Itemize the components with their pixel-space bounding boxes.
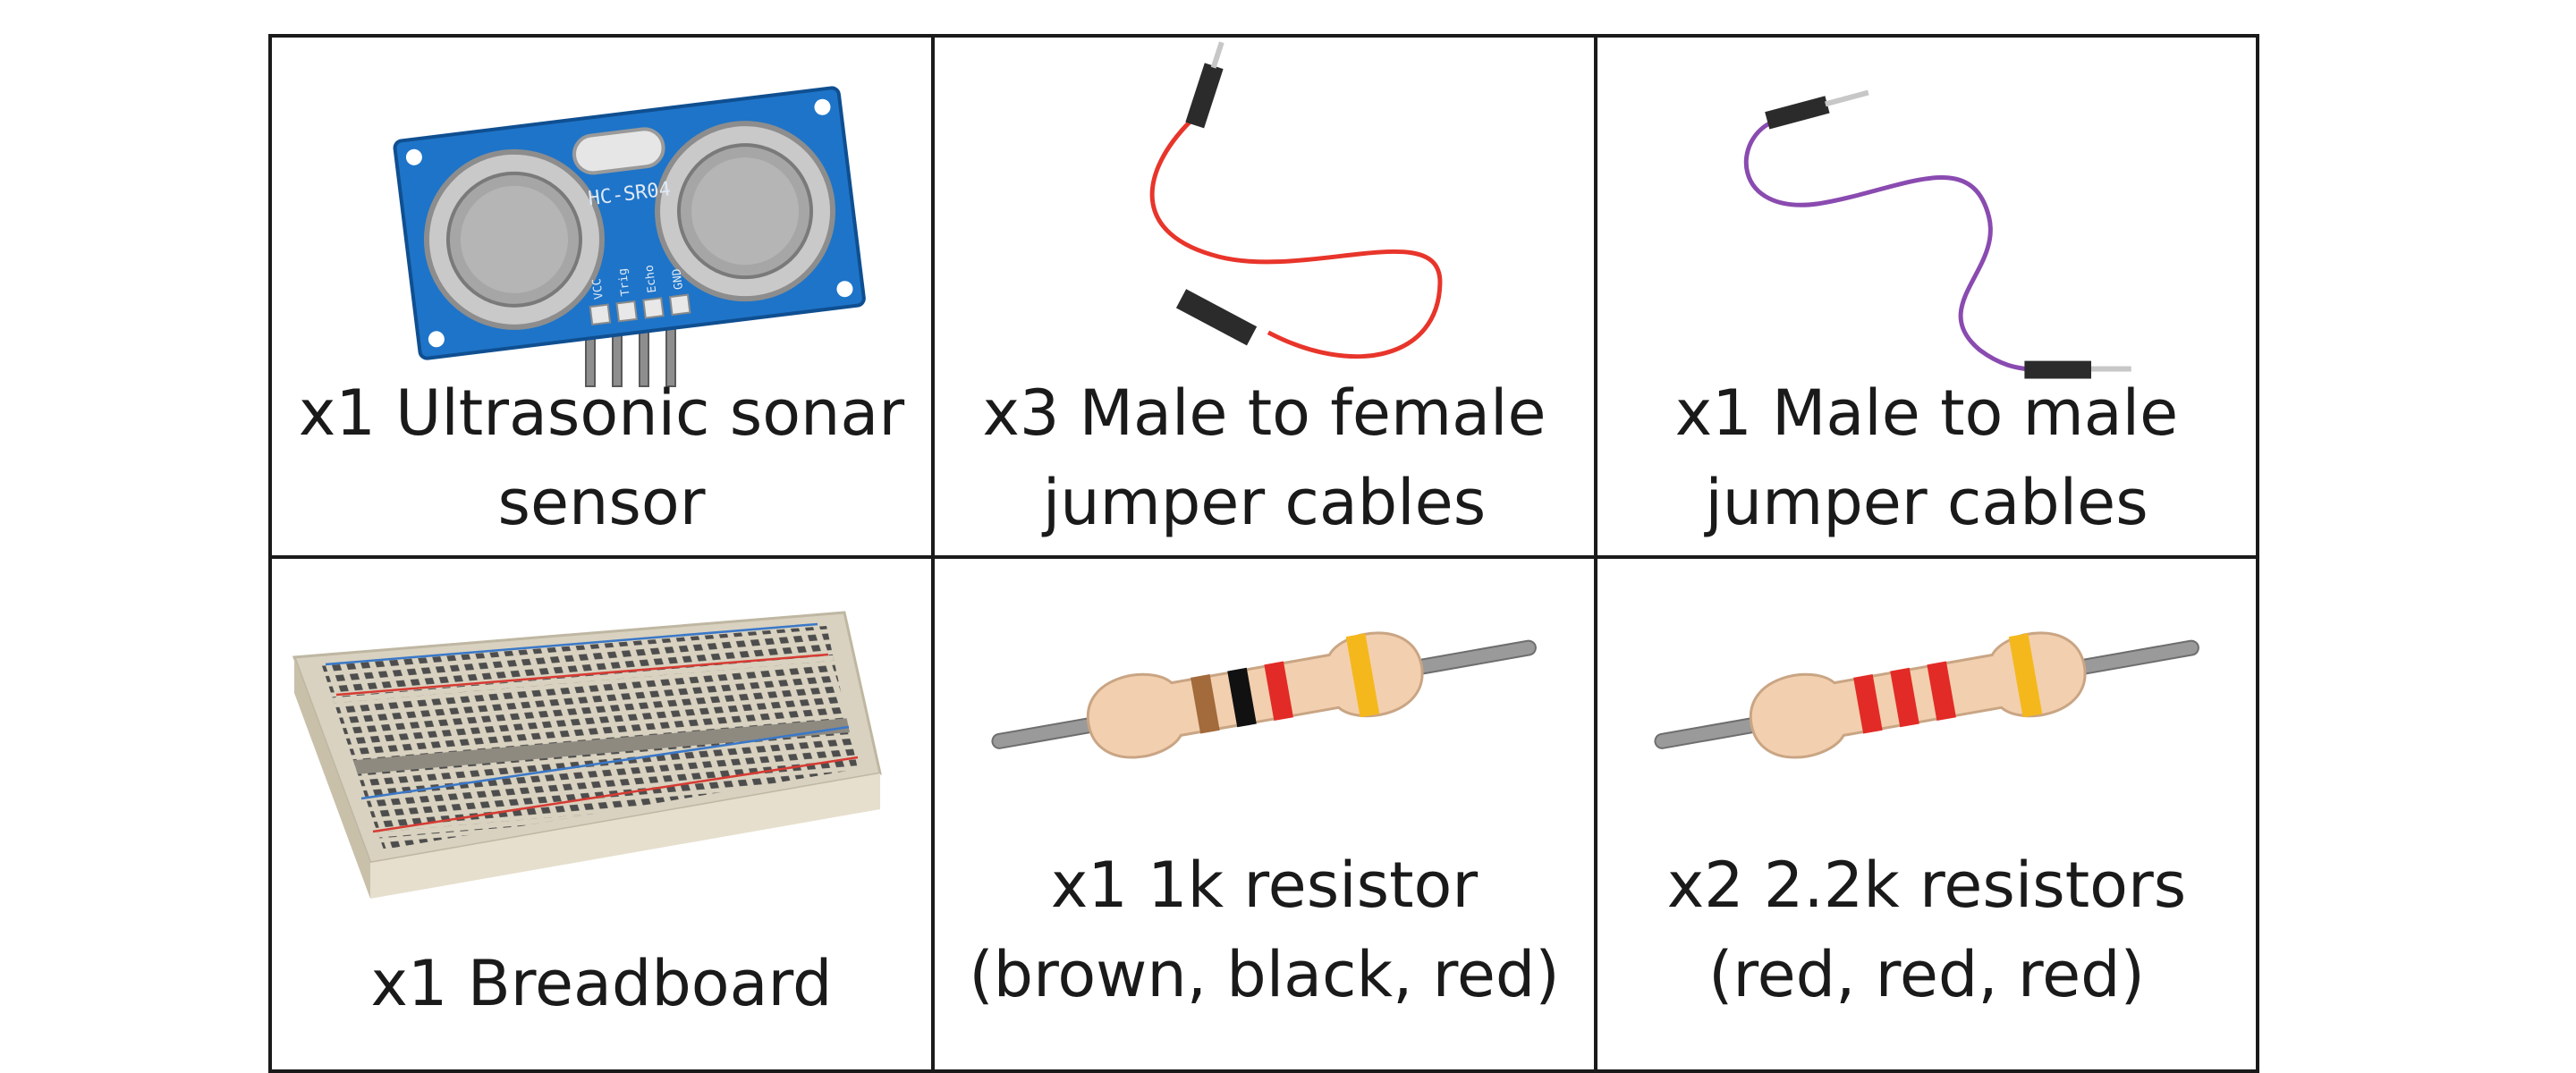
pin-label-vcc: VCC	[590, 277, 606, 300]
pin-label-trig: Trig	[616, 267, 633, 297]
resistor-band	[1264, 661, 1293, 722]
jumper-cable-icon	[1149, 41, 1443, 359]
caption-resistors-2-2k: x2 2.2k resistors (red, red, red)	[1666, 849, 2187, 1011]
caption-ultrasonic-sensor: x1 Ultrasonic sonar sensor	[298, 376, 905, 539]
breadboard-icon	[292, 611, 882, 899]
caption-resistor-1k: x1 1k resistor (brown, black, red)	[969, 849, 1560, 1011]
resistor-band	[1890, 667, 1919, 728]
parts-grid: HC-SR04 VCC Trig Echo GND x1 Ultrasonic …	[268, 34, 2259, 1073]
cell-male-female-cables: x3 Male to female jumper cables	[935, 38, 1597, 559]
resistor-band	[1227, 667, 1257, 728]
resistor-band	[1191, 674, 1220, 734]
caption-male-male-cables: x1 Male to male jumper cables	[1674, 376, 2179, 539]
cell-resistors-2-2k: x2 2.2k resistors (red, red, red)	[1597, 559, 2259, 1073]
resistor-band	[1853, 674, 1883, 734]
jumper-cable-icon	[1743, 89, 2131, 379]
resistor-icon	[1654, 631, 2199, 759]
cell-breadboard: x1 Breadboard	[272, 559, 935, 1073]
resistor-band	[1345, 633, 1380, 718]
caption-male-female-cables: x3 Male to female jumper cables	[982, 376, 1546, 539]
resistor-band	[2008, 633, 2043, 718]
cell-ultrasonic-sensor: HC-SR04 VCC Trig Echo GND x1 Ultrasonic …	[272, 38, 935, 559]
pin-label-echo: Echo	[643, 264, 660, 293]
pin-label-gnd: GND	[670, 267, 686, 290]
cell-male-male-cables: x1 Male to male jumper cables	[1597, 38, 2259, 559]
cell-resistor-1k: x1 1k resistor (brown, black, red)	[935, 559, 1597, 1073]
resistor-band	[1927, 661, 1956, 722]
resistor-icon	[991, 631, 1537, 759]
caption-breadboard: x1 Breadboard	[370, 947, 833, 1020]
ultrasonic-sensor-icon: HC-SR04 VCC Trig Echo GND	[393, 86, 866, 387]
